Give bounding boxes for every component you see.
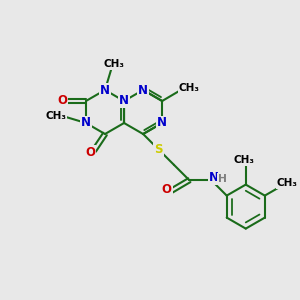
Text: N: N <box>209 171 219 184</box>
Text: H: H <box>218 174 227 184</box>
Text: CH₃: CH₃ <box>277 178 298 188</box>
Text: O: O <box>162 183 172 196</box>
Text: N: N <box>119 94 129 107</box>
Text: CH₃: CH₃ <box>103 59 124 69</box>
Text: CH₃: CH₃ <box>45 111 66 122</box>
Text: CH₃: CH₃ <box>233 155 254 165</box>
Text: N: N <box>157 116 167 130</box>
Text: O: O <box>85 146 95 159</box>
Text: N: N <box>100 83 110 97</box>
Text: N: N <box>138 83 148 97</box>
Text: S: S <box>154 143 163 156</box>
Text: N: N <box>81 116 91 130</box>
Text: CH₃: CH₃ <box>178 83 200 93</box>
Text: O: O <box>57 94 67 107</box>
